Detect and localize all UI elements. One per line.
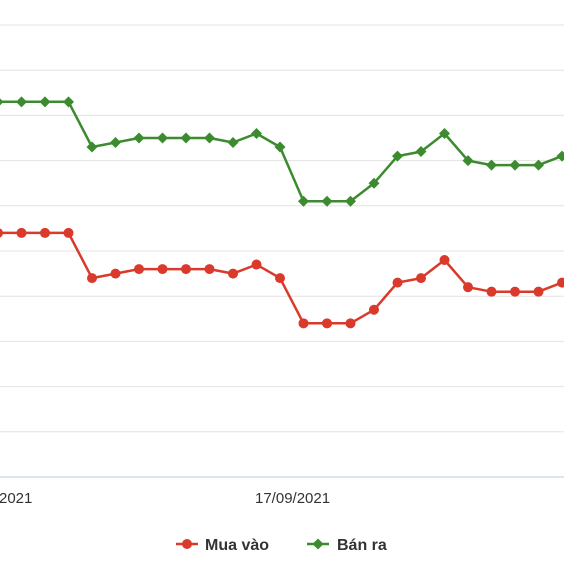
data-point-ban-ra[interactable] — [227, 137, 239, 149]
data-point-ban-ra[interactable] — [39, 96, 51, 108]
data-point-mua-vao[interactable] — [204, 264, 215, 275]
data-point-ban-ra[interactable] — [321, 195, 333, 207]
data-point-ban-ra[interactable] — [16, 96, 27, 108]
data-point-ban-ra[interactable] — [462, 155, 474, 167]
data-point-ban-ra[interactable] — [110, 137, 121, 149]
legend-label-mua-vao: Mua vào — [205, 537, 269, 554]
data-point-mua-vao[interactable] — [134, 264, 144, 275]
data-point-ban-ra[interactable] — [298, 195, 309, 207]
legend: Mua vào Bán ra — [176, 537, 387, 554]
legend-item-mua-vao[interactable]: Mua vào — [176, 537, 269, 554]
data-point-mua-vao[interactable] — [392, 277, 403, 288]
data-point-mua-vao[interactable] — [275, 273, 285, 284]
data-point-ban-ra[interactable] — [556, 150, 564, 162]
data-point-mua-vao[interactable] — [439, 255, 450, 266]
data-point-ban-ra[interactable] — [415, 146, 427, 158]
legend-marker-ban-ra — [312, 538, 324, 550]
data-point-mua-vao[interactable] — [557, 277, 564, 288]
data-point-ban-ra[interactable] — [133, 132, 145, 144]
data-point-ban-ra[interactable] — [0, 96, 4, 107]
series-ban-ra — [0, 96, 564, 207]
data-point-mua-vao[interactable] — [16, 227, 27, 238]
data-point-mua-vao[interactable] — [181, 264, 191, 275]
legend-label-ban-ra: Bán ra — [337, 537, 387, 554]
data-point-ban-ra[interactable] — [63, 96, 74, 108]
legend-item-ban-ra[interactable]: Bán ra — [307, 537, 387, 554]
data-point-ban-ra[interactable] — [204, 132, 215, 144]
series-line-ban-ra — [0, 100, 563, 203]
data-point-mua-vao[interactable] — [463, 282, 473, 293]
data-point-ban-ra[interactable] — [509, 159, 521, 171]
data-point-ban-ra[interactable] — [368, 177, 380, 189]
data-point-ban-ra[interactable] — [180, 132, 192, 144]
data-point-ban-ra[interactable] — [274, 141, 286, 153]
series-mua-vao — [0, 227, 564, 329]
series-layer — [0, 96, 564, 329]
data-point-mua-vao[interactable] — [87, 273, 97, 284]
data-point-mua-vao[interactable] — [251, 259, 262, 270]
data-point-ban-ra[interactable] — [533, 159, 544, 171]
data-point-mua-vao[interactable] — [157, 264, 168, 275]
legend-marker-mua-vao — [182, 539, 192, 549]
data-point-mua-vao[interactable] — [110, 268, 121, 279]
data-point-mua-vao[interactable] — [40, 227, 50, 238]
x-tick-label-2021: 2021 — [0, 490, 32, 507]
data-point-mua-vao[interactable] — [533, 286, 544, 297]
data-point-ban-ra[interactable] — [345, 195, 356, 207]
data-point-mua-vao[interactable] — [0, 228, 3, 238]
data-point-ban-ra[interactable] — [86, 141, 98, 153]
data-point-mua-vao[interactable] — [510, 286, 520, 297]
x-tick-labels: 2021 17/09/2021 — [0, 490, 330, 507]
data-point-mua-vao[interactable] — [63, 227, 74, 238]
data-point-mua-vao[interactable] — [369, 304, 379, 315]
data-point-mua-vao[interactable] — [298, 318, 309, 329]
grid-lines — [0, 24, 564, 433]
data-point-mua-vao[interactable] — [416, 273, 426, 284]
x-tick-label-17-09-2021: 17/09/2021 — [255, 490, 330, 507]
data-point-mua-vao[interactable] — [322, 318, 332, 329]
data-point-mua-vao[interactable] — [345, 318, 356, 329]
data-point-ban-ra[interactable] — [439, 127, 450, 139]
data-point-ban-ra[interactable] — [392, 150, 403, 162]
data-point-ban-ra[interactable] — [157, 132, 168, 144]
data-point-ban-ra[interactable] — [486, 159, 497, 171]
data-point-mua-vao[interactable] — [486, 286, 497, 297]
data-point-ban-ra[interactable] — [251, 127, 262, 139]
data-point-mua-vao[interactable] — [228, 268, 238, 279]
